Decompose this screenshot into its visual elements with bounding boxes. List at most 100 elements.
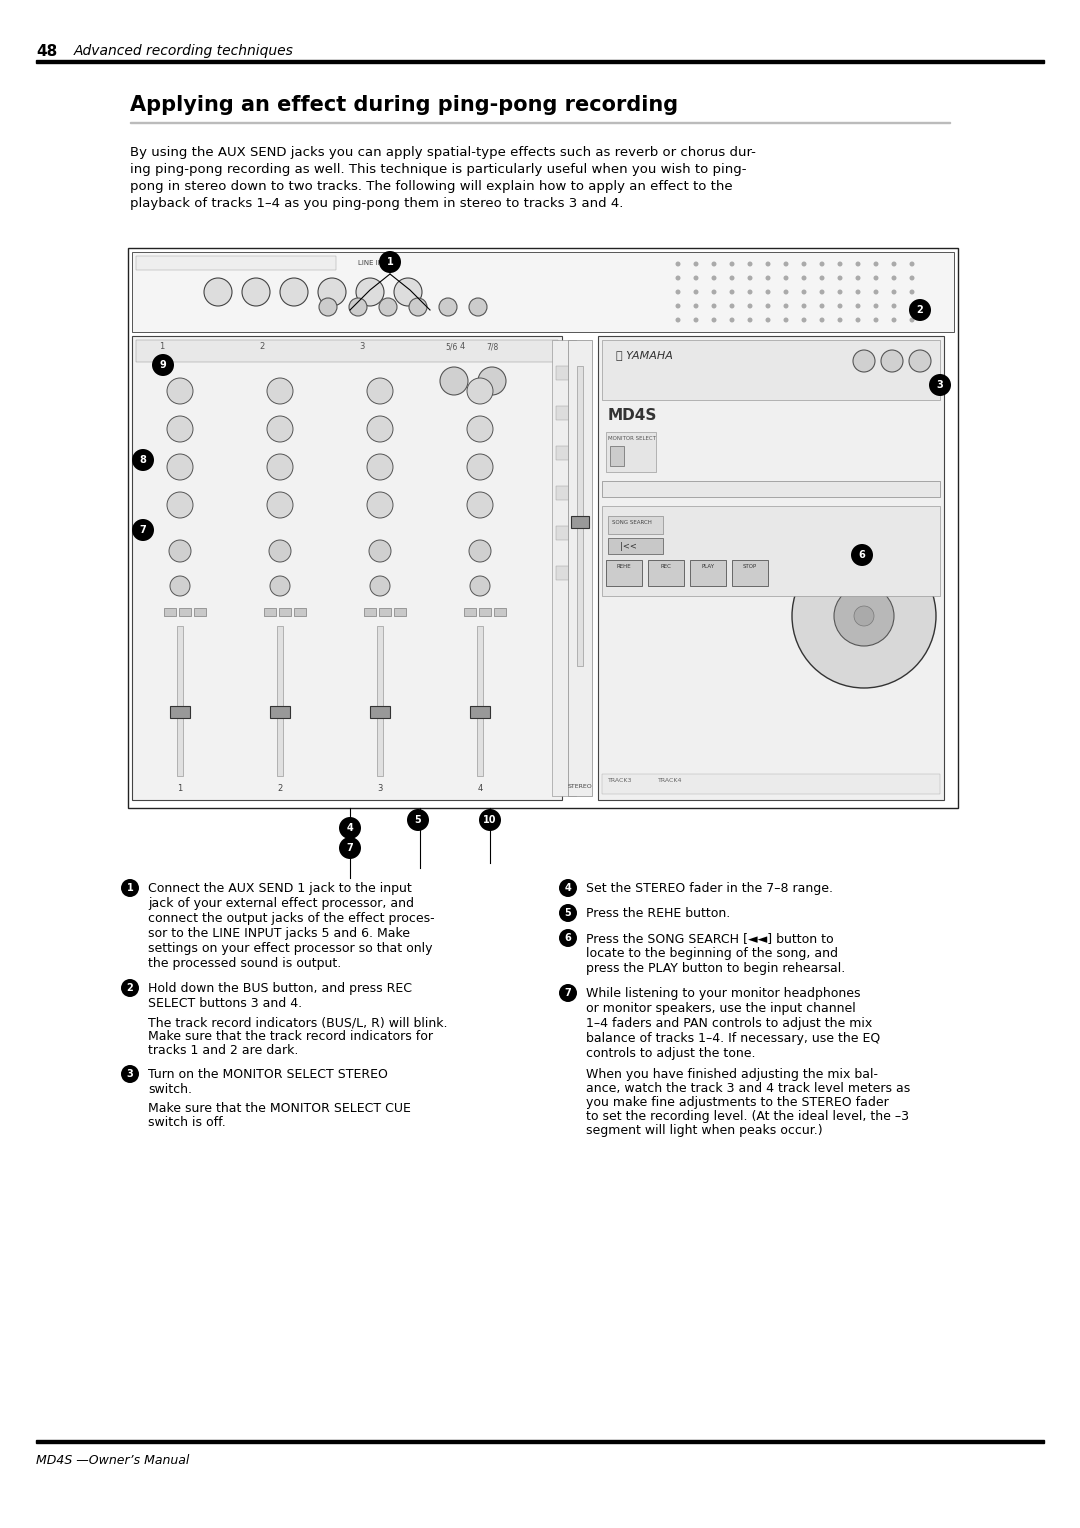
Circle shape bbox=[152, 354, 174, 376]
Text: 9: 9 bbox=[160, 361, 166, 370]
Circle shape bbox=[855, 304, 861, 309]
Circle shape bbox=[379, 251, 401, 274]
Circle shape bbox=[675, 318, 680, 322]
Text: 1–4 faders and PAN controls to adjust the mix: 1–4 faders and PAN controls to adjust th… bbox=[586, 1018, 873, 1030]
Circle shape bbox=[855, 318, 861, 322]
Circle shape bbox=[270, 576, 291, 596]
Circle shape bbox=[712, 318, 716, 322]
Circle shape bbox=[783, 275, 788, 281]
Text: sor to the LINE INPUT jacks 5 and 6. Make: sor to the LINE INPUT jacks 5 and 6. Mak… bbox=[148, 927, 410, 940]
Circle shape bbox=[891, 275, 896, 281]
Text: Advanced recording techniques: Advanced recording techniques bbox=[75, 44, 294, 58]
Bar bbox=[177, 626, 183, 776]
Bar bbox=[571, 516, 589, 529]
Bar bbox=[364, 608, 376, 616]
Circle shape bbox=[132, 520, 154, 541]
Circle shape bbox=[820, 261, 824, 266]
Text: switch.: switch. bbox=[148, 1083, 192, 1096]
Bar bbox=[279, 608, 291, 616]
Circle shape bbox=[370, 576, 390, 596]
Bar bbox=[577, 367, 583, 666]
Circle shape bbox=[837, 304, 842, 309]
Circle shape bbox=[367, 416, 393, 442]
Circle shape bbox=[407, 808, 429, 831]
Circle shape bbox=[409, 298, 427, 316]
Bar bbox=[556, 565, 572, 581]
Text: STEREO: STEREO bbox=[568, 784, 593, 788]
Circle shape bbox=[168, 539, 191, 562]
Circle shape bbox=[712, 275, 716, 281]
Circle shape bbox=[280, 278, 308, 306]
Bar bbox=[648, 559, 684, 587]
Bar bbox=[170, 706, 190, 718]
Bar bbox=[606, 432, 656, 472]
Bar bbox=[164, 608, 176, 616]
Circle shape bbox=[693, 261, 699, 266]
Circle shape bbox=[766, 261, 770, 266]
Text: press the PLAY button to begin rehearsal.: press the PLAY button to begin rehearsal… bbox=[586, 963, 846, 975]
Circle shape bbox=[267, 454, 293, 480]
Circle shape bbox=[909, 304, 915, 309]
Circle shape bbox=[891, 318, 896, 322]
Bar bbox=[377, 626, 383, 776]
Text: 2: 2 bbox=[126, 983, 133, 993]
Bar bbox=[370, 706, 390, 718]
Circle shape bbox=[909, 275, 915, 281]
Text: segment will light when peaks occur.): segment will light when peaks occur.) bbox=[586, 1125, 823, 1137]
Circle shape bbox=[693, 318, 699, 322]
Bar bbox=[610, 446, 624, 466]
Circle shape bbox=[909, 261, 915, 266]
Text: 4: 4 bbox=[477, 784, 483, 793]
Bar bbox=[136, 341, 558, 362]
Text: 5/6: 5/6 bbox=[446, 342, 458, 351]
Bar bbox=[608, 538, 663, 555]
Text: Hold down the BUS button, and press REC: Hold down the BUS button, and press REC bbox=[148, 983, 411, 995]
Text: REHE: REHE bbox=[617, 564, 632, 568]
Bar bbox=[690, 559, 726, 587]
Circle shape bbox=[675, 275, 680, 281]
Bar bbox=[602, 775, 940, 795]
Circle shape bbox=[470, 576, 490, 596]
Circle shape bbox=[909, 299, 931, 321]
Circle shape bbox=[729, 318, 734, 322]
Text: 5: 5 bbox=[415, 814, 421, 825]
Text: 7: 7 bbox=[347, 843, 353, 853]
Circle shape bbox=[820, 318, 824, 322]
Circle shape bbox=[121, 879, 139, 897]
Text: 7: 7 bbox=[565, 989, 571, 998]
Bar bbox=[608, 516, 663, 533]
Circle shape bbox=[874, 261, 878, 266]
Text: 4: 4 bbox=[459, 342, 464, 351]
Bar bbox=[552, 341, 576, 796]
Text: 7: 7 bbox=[139, 526, 147, 535]
Circle shape bbox=[874, 304, 878, 309]
Circle shape bbox=[394, 278, 422, 306]
Bar bbox=[464, 608, 476, 616]
Circle shape bbox=[349, 298, 367, 316]
Circle shape bbox=[319, 298, 337, 316]
Text: 3: 3 bbox=[377, 784, 382, 793]
Circle shape bbox=[693, 275, 699, 281]
Circle shape bbox=[783, 304, 788, 309]
Circle shape bbox=[801, 289, 807, 295]
Text: SELECT buttons 3 and 4.: SELECT buttons 3 and 4. bbox=[148, 996, 302, 1010]
Circle shape bbox=[747, 261, 753, 266]
Bar bbox=[598, 336, 944, 801]
Circle shape bbox=[167, 454, 193, 480]
Text: Make sure that the MONITOR SELECT CUE: Make sure that the MONITOR SELECT CUE bbox=[148, 1102, 410, 1115]
Text: 1: 1 bbox=[126, 883, 133, 892]
Circle shape bbox=[480, 808, 501, 831]
Bar bbox=[379, 608, 391, 616]
Circle shape bbox=[820, 275, 824, 281]
Circle shape bbox=[874, 275, 878, 281]
Text: MD4S: MD4S bbox=[608, 408, 658, 423]
Circle shape bbox=[783, 289, 788, 295]
Text: While listening to your monitor headphones: While listening to your monitor headphon… bbox=[586, 987, 861, 999]
Circle shape bbox=[729, 289, 734, 295]
Circle shape bbox=[929, 374, 951, 396]
Text: playback of tracks 1–4 as you ping-pong them in stereo to tracks 3 and 4.: playback of tracks 1–4 as you ping-pong … bbox=[130, 197, 623, 209]
Circle shape bbox=[242, 278, 270, 306]
Bar bbox=[556, 486, 572, 500]
Circle shape bbox=[712, 289, 716, 295]
Text: SONG SEARCH: SONG SEARCH bbox=[612, 520, 652, 526]
